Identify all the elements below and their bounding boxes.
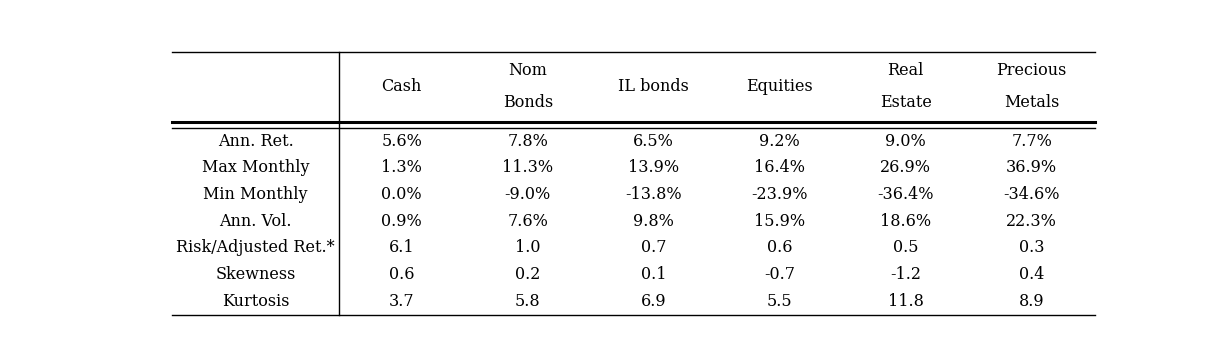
Text: -1.2: -1.2 <box>891 266 921 283</box>
Text: -13.8%: -13.8% <box>626 186 682 203</box>
Text: 0.6: 0.6 <box>389 266 415 283</box>
Text: Min Monthly: Min Monthly <box>204 186 308 203</box>
Text: -9.0%: -9.0% <box>504 186 551 203</box>
Text: Real: Real <box>887 62 924 79</box>
Text: Bonds: Bonds <box>503 94 553 111</box>
Text: 0.5: 0.5 <box>893 240 919 256</box>
Text: 0.1: 0.1 <box>640 266 666 283</box>
Text: -23.9%: -23.9% <box>752 186 809 203</box>
Text: Skewness: Skewness <box>216 266 296 283</box>
Text: 0.3: 0.3 <box>1020 240 1044 256</box>
Text: 7.7%: 7.7% <box>1011 132 1053 150</box>
Text: Risk/Adjusted Ret.*: Risk/Adjusted Ret.* <box>177 240 335 256</box>
Text: 26.9%: 26.9% <box>880 159 931 176</box>
Text: 1.3%: 1.3% <box>382 159 422 176</box>
Text: 11.3%: 11.3% <box>502 159 553 176</box>
Text: 16.4%: 16.4% <box>755 159 805 176</box>
Text: 7.6%: 7.6% <box>507 213 548 230</box>
Text: 13.9%: 13.9% <box>628 159 680 176</box>
Text: Metals: Metals <box>1004 94 1059 111</box>
Text: 22.3%: 22.3% <box>1006 213 1058 230</box>
Text: 9.2%: 9.2% <box>760 132 800 150</box>
Text: 7.8%: 7.8% <box>507 132 548 150</box>
Text: Equities: Equities <box>746 78 814 95</box>
Text: 5.6%: 5.6% <box>382 132 422 150</box>
Text: 0.2: 0.2 <box>515 266 540 283</box>
Text: 0.0%: 0.0% <box>382 186 422 203</box>
Text: 6.5%: 6.5% <box>633 132 675 150</box>
Text: 9.0%: 9.0% <box>886 132 926 150</box>
Text: 18.6%: 18.6% <box>880 213 931 230</box>
Text: -34.6%: -34.6% <box>1004 186 1060 203</box>
Text: Precious: Precious <box>996 62 1067 79</box>
Text: Max Monthly: Max Monthly <box>202 159 309 176</box>
Text: -36.4%: -36.4% <box>877 186 934 203</box>
Text: 36.9%: 36.9% <box>1006 159 1058 176</box>
Text: 0.6: 0.6 <box>767 240 793 256</box>
Text: 5.8: 5.8 <box>515 293 541 310</box>
Text: Ann. Vol.: Ann. Vol. <box>220 213 292 230</box>
Text: 15.9%: 15.9% <box>755 213 805 230</box>
Text: 11.8: 11.8 <box>888 293 924 310</box>
Text: 0.4: 0.4 <box>1020 266 1044 283</box>
Text: 1.0: 1.0 <box>515 240 541 256</box>
Text: 8.9: 8.9 <box>1018 293 1044 310</box>
Text: 6.1: 6.1 <box>389 240 415 256</box>
Text: 0.7: 0.7 <box>640 240 666 256</box>
Text: Kurtosis: Kurtosis <box>222 293 290 310</box>
Text: 5.5: 5.5 <box>767 293 793 310</box>
Text: IL bonds: IL bonds <box>618 78 690 95</box>
Text: 0.9%: 0.9% <box>382 213 422 230</box>
Text: 6.9: 6.9 <box>640 293 666 310</box>
Text: 9.8%: 9.8% <box>633 213 675 230</box>
Text: Ann. Ret.: Ann. Ret. <box>217 132 293 150</box>
Text: -0.7: -0.7 <box>764 266 795 283</box>
Text: 3.7: 3.7 <box>389 293 415 310</box>
Text: Cash: Cash <box>382 78 422 95</box>
Text: Estate: Estate <box>880 94 931 111</box>
Text: Nom: Nom <box>508 62 547 79</box>
